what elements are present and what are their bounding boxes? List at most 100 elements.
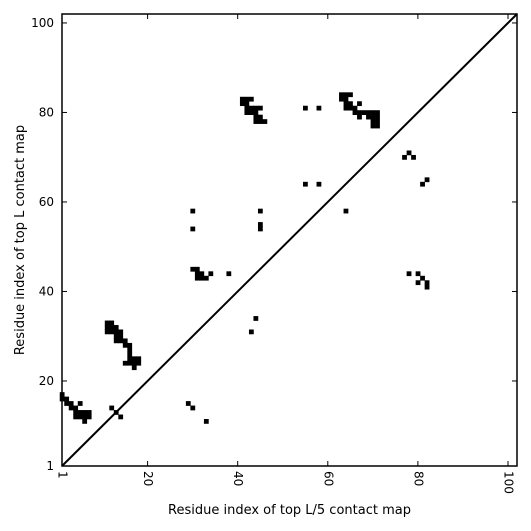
- contact-cell-top-l: [248, 110, 254, 115]
- contact-cell-top-l: [68, 401, 74, 406]
- contact-cell-top-l: [366, 110, 371, 115]
- x-tick-label: 100: [501, 471, 515, 494]
- contact-cell-top-l: [253, 110, 259, 115]
- y-tick-label: 20: [39, 374, 54, 388]
- contact-cell-top-l: [339, 96, 344, 102]
- contact-cell-top-l: [131, 356, 137, 362]
- contact-cell-top-l: [343, 92, 349, 98]
- contact-cell-top-l: [343, 101, 349, 107]
- contact-cell-top-l: [348, 92, 353, 98]
- y-axis-label: Residue index of top L contact map: [13, 125, 28, 355]
- contact-cell-top-l: [131, 360, 137, 366]
- contact-cell-top-l: [420, 181, 425, 187]
- contact-cell-top-l: [257, 208, 263, 214]
- contact-cell-top-l: [406, 271, 412, 277]
- contact-cell-top-l: [118, 329, 124, 335]
- contact-cell-top-l: [208, 271, 214, 277]
- contact-cell-top-l: [127, 360, 133, 366]
- contact-cell-top-l: [82, 414, 88, 420]
- contact-cell-top-l: [357, 114, 362, 120]
- contact-cell-top-l: [248, 329, 254, 335]
- contact-cell-top-l: [64, 401, 70, 406]
- contact-cell-top-l: [253, 316, 259, 321]
- contact-cell-top-l: [104, 329, 110, 335]
- contact-cell-top-l: [86, 410, 92, 415]
- contact-cell-top-l: [77, 410, 83, 415]
- contact-cell-top-l: [109, 329, 115, 335]
- contact-cell-top-l: [339, 92, 344, 98]
- contact-cell-top-l: [348, 101, 353, 107]
- contact-cell-top-l: [68, 405, 74, 411]
- contact-cell-top-l: [253, 119, 259, 124]
- contact-cell-top-l: [424, 177, 430, 183]
- contact-cell-top-l: [253, 114, 259, 120]
- y-tick-label: 60: [39, 195, 54, 209]
- contact-cell-top-l: [244, 105, 250, 111]
- contact-cell-top-l: [357, 101, 362, 107]
- contact-cell-top-l: [370, 114, 376, 120]
- contact-cell-top-l: [136, 356, 142, 362]
- contact-cell-top-l: [424, 280, 430, 286]
- contact-cell-top-l: [113, 325, 119, 330]
- contact-cell-top-l: [122, 360, 128, 366]
- contact-cell-top-l: [352, 105, 358, 111]
- contact-cell-top-l: [203, 275, 209, 281]
- contact-cell-top-l: [370, 110, 376, 115]
- contact-cell-top-l: [343, 96, 349, 102]
- contact-cell-top-l: [303, 181, 308, 187]
- contact-cell-top-l5: [203, 419, 209, 424]
- x-tick-label: 60: [321, 471, 335, 486]
- contact-cell-top-l: [257, 114, 263, 120]
- y-axis: 1 20 40 60 80 100: [31, 16, 517, 473]
- contact-cell-top-l: [303, 105, 308, 111]
- contact-cell-top-l: [73, 410, 79, 415]
- contact-cell-top-l: [370, 119, 376, 124]
- contact-cell-top-l: [113, 329, 119, 335]
- contact-cell-top-l: [127, 356, 133, 362]
- y-tick-label: 40: [39, 284, 54, 298]
- contact-cell-top-l: [248, 96, 254, 102]
- contact-cell-top-l: [406, 150, 412, 156]
- contact-cell-top-l: [64, 396, 70, 402]
- contact-cell-top-l: [86, 414, 92, 420]
- contact-cell-top-l: [118, 338, 124, 344]
- contact-cell-top-l: [127, 351, 133, 357]
- contact-cell-top-l: [370, 123, 376, 129]
- y-tick-label: 1: [46, 459, 54, 473]
- contact-cell-top-l: [104, 325, 110, 330]
- contact-cell-top-l: [239, 101, 245, 107]
- contact-cell-top-l5: [109, 405, 115, 411]
- contact-cell-top-l: [262, 119, 268, 124]
- contact-cell-top-l: [73, 414, 79, 420]
- contact-cell-top-l: [316, 181, 322, 187]
- contact-cell-top-l5: [190, 405, 196, 411]
- contact-cell-top-l: [190, 266, 196, 272]
- contact-cell-top-l: [424, 284, 430, 290]
- contact-cell-top-l: [411, 154, 416, 160]
- contact-cell-top-l: [402, 154, 407, 160]
- contact-cell-top-l: [194, 271, 200, 277]
- contact-cell-top-l: [352, 110, 358, 115]
- x-axis: 1 20 40 60 80 100: [56, 14, 515, 494]
- diagonal-line: [61, 13, 518, 467]
- contact-cell-top-l: [348, 105, 353, 111]
- contact-cell-top-l: [77, 401, 83, 406]
- contact-cell-top-l: [73, 405, 79, 411]
- contact-cell-top-l: [253, 105, 259, 111]
- contact-cell-top-l: [257, 222, 263, 227]
- contact-cell-top-l5: [118, 414, 124, 420]
- contact-cell-top-l: [122, 342, 128, 348]
- contact-cell-top-l: [127, 347, 133, 353]
- contact-cell-top-l: [366, 114, 371, 120]
- contact-cell-top-l: [415, 271, 421, 277]
- contact-cell-top-l: [375, 119, 380, 124]
- contact-cell-top-l: [244, 110, 250, 115]
- contact-cell-top-l: [244, 101, 250, 107]
- contact-cell-top-l5: [185, 401, 191, 406]
- contact-cell-top-l: [82, 410, 88, 415]
- contact-cell-top-l: [194, 275, 200, 281]
- x-tick-label: 80: [411, 471, 425, 486]
- contact-cell-top-l: [113, 338, 119, 344]
- contact-cell-top-l: [316, 105, 322, 111]
